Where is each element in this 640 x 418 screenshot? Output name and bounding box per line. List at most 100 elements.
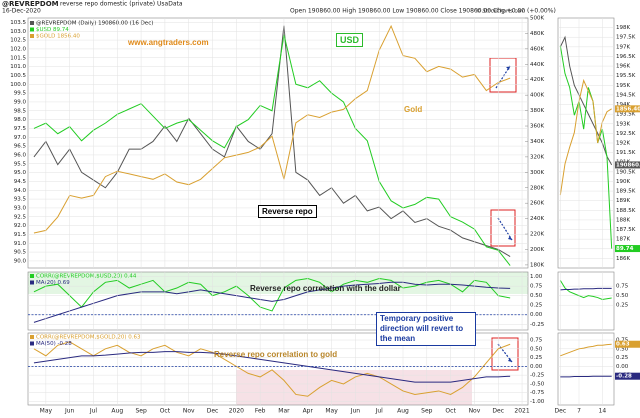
y-tick-label: 1.00: [530, 274, 543, 280]
legend-swatch: [30, 34, 34, 38]
y-tick-label: 186K: [616, 256, 630, 262]
legend-label: MA(50) -0.28: [36, 341, 72, 347]
x-tick-label: Dec: [207, 408, 219, 415]
series-line: [560, 287, 612, 291]
y-tick-label: 360K: [530, 124, 544, 130]
y-tick-label: -0.75: [530, 390, 545, 396]
legend-swatch: [30, 274, 34, 278]
y-tick-label: 192K: [616, 141, 630, 147]
y-tick-label: 92.0: [14, 223, 27, 229]
panel-frame: [27, 332, 529, 406]
panel-frame: [27, 17, 529, 269]
y-tick-label: 0.00: [616, 364, 629, 370]
y-tick-label: 194K: [616, 102, 630, 108]
y-tick-label: 0.50: [616, 346, 629, 352]
y-tick-label: 188.5K: [616, 208, 636, 214]
panel-frame: [27, 271, 529, 331]
annotation: Gold: [404, 105, 423, 114]
series-line: [33, 34, 511, 266]
arrow-heads: [506, 66, 512, 362]
series-line: [33, 341, 511, 397]
y-tick-label: 191.5K: [616, 150, 636, 156]
y-tick-label: 0.00: [530, 364, 543, 370]
y-tick-label: 100.5: [10, 73, 26, 79]
y-tick-label: 0.50: [530, 346, 543, 352]
series-line: [559, 280, 612, 300]
y-tick-label: 400K: [530, 93, 544, 99]
y-tick-label: 300K: [530, 170, 544, 176]
x-tick-label: Dec: [555, 408, 567, 415]
y-tick-label: 198K: [616, 25, 630, 31]
y-tick-label: 92.5: [14, 214, 27, 220]
series-line: [33, 25, 511, 257]
series-line: [559, 78, 612, 196]
y-tick-label: 0.25: [530, 355, 543, 361]
x-tick-label: 2021: [514, 408, 529, 415]
x-tick-label: Nov: [469, 408, 481, 415]
shade-band: [236, 370, 472, 405]
y-tick-label: 480K: [530, 31, 544, 37]
x-tick-label: 2020: [229, 408, 244, 415]
y-tick-label: 0.25: [616, 303, 629, 309]
annotation: Reverse repo: [258, 205, 317, 218]
y-tick-label: 420K: [530, 77, 544, 83]
legend-label: $GOLD 1856.40: [36, 34, 80, 40]
value-label-box: [615, 372, 640, 380]
value-label: 1856.40: [616, 106, 640, 112]
x-tick-label: May: [325, 408, 338, 415]
x-tick-label: 7: [577, 408, 581, 415]
x-tick-label: 14: [599, 408, 607, 415]
y-tick-label: -0.25: [530, 322, 545, 328]
annotation: Temporary positive direction will revert…: [376, 312, 476, 346]
description: reverse repo domestic (private) UsaData: [60, 1, 183, 8]
y-tick-label: 0.75: [530, 338, 543, 344]
y-tick-label: 90.5: [14, 250, 27, 256]
y-tick-label: 99.0: [14, 99, 27, 105]
y-tick-label: 193.5K: [616, 112, 636, 118]
legend-label: MA(20) 0.69: [36, 280, 70, 286]
y-tick-label: 196.5K: [616, 54, 636, 60]
y-tick-label: -1.00: [530, 399, 545, 405]
y-tick-label: 93.0: [14, 205, 27, 211]
y-tick-label: 195K: [616, 83, 630, 89]
y-tick-label: 97.0: [14, 135, 27, 141]
date: 16-Dec-2020: [2, 8, 41, 15]
legend-label: $USD 89.74: [36, 27, 69, 33]
y-tick-label: 187.5K: [616, 227, 636, 233]
y-tick-label: 103.5: [10, 20, 26, 26]
red-box: [490, 209, 516, 247]
y-tick-label: 91.5: [14, 232, 27, 238]
x-tick-label: Nov: [183, 408, 195, 415]
panel-frame: [557, 271, 615, 331]
value-label: 0.63: [616, 342, 630, 348]
y-tick-label: 90.0: [14, 258, 27, 264]
highlight-boxes: [489, 57, 519, 371]
copyright: © StockCharts.com: [476, 8, 525, 15]
x-tick-label: Dec: [492, 408, 504, 415]
y-tick-label: 91.0: [14, 241, 27, 247]
y-tick-label: 96.0: [14, 152, 27, 158]
x-tick-label: Sep: [135, 408, 147, 415]
y-tick-label: 260K: [530, 201, 544, 207]
y-tick-label: 0.75: [616, 338, 629, 344]
legend-swatch: [30, 280, 34, 285]
y-tick-label: 0.25: [616, 355, 629, 361]
x-tick-label: Aug: [111, 408, 123, 415]
y-tick-label: 102.0: [10, 46, 26, 52]
legend-swatch: [30, 341, 34, 346]
y-tick-label: 93.5: [14, 197, 27, 203]
y-tick-label: 187K: [616, 237, 630, 243]
y-tick-label: 103.0: [10, 29, 26, 35]
y-tick-label: 188K: [616, 217, 630, 223]
y-tick-label: 100.0: [10, 82, 26, 88]
y-tick-label: 440K: [530, 62, 544, 68]
arrow-head: [506, 66, 510, 70]
legend-label: @REVREPDOM (Daily) 190860.00 (16 Dec): [36, 21, 153, 27]
x-tick-label: Aug: [397, 408, 409, 415]
x-tick-label: Jul: [89, 408, 98, 415]
arrow-head: [508, 358, 512, 362]
y-tick-label: 380K: [530, 108, 544, 114]
y-tick-label: 240K: [530, 216, 544, 222]
x-tick-label: Sep: [421, 408, 433, 415]
